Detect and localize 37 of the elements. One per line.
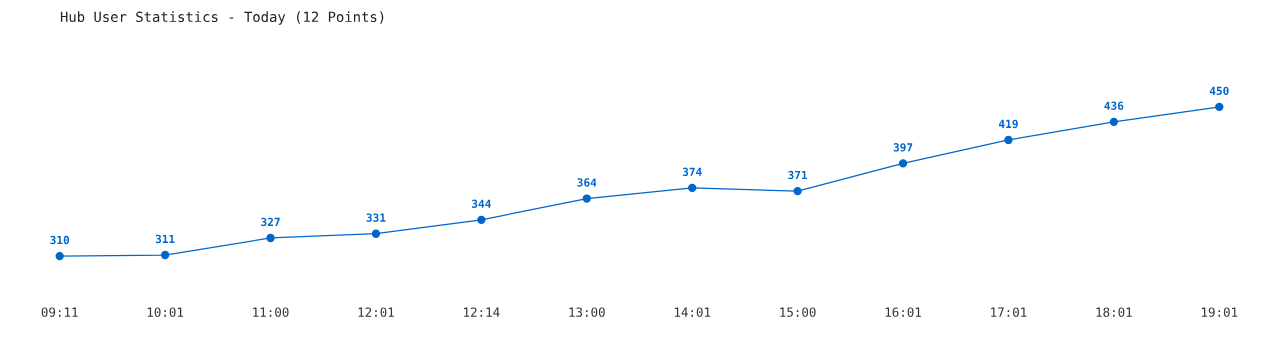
data-label: 374 — [682, 167, 702, 177]
x-tick-label: 18:01 — [1096, 307, 1132, 317]
data-label: 344 — [472, 199, 491, 208]
point — [1004, 135, 1013, 145]
data-label: 311 — [155, 234, 175, 244]
data-label: 450 — [1209, 86, 1229, 96]
x-tick-label: 13:00 — [569, 307, 605, 317]
point — [477, 215, 486, 225]
x-tick-label: 09:11 — [41, 307, 78, 317]
x-tick-label: 17:01 — [991, 307, 1027, 317]
x-tick-label: 12:01 — [358, 307, 394, 317]
data-label: 419 — [998, 119, 1018, 129]
x-tick-label: 16:01 — [885, 307, 922, 317]
data-label: 371 — [788, 170, 808, 180]
data-label: 331 — [366, 213, 386, 222]
data-label: 436 — [1104, 101, 1124, 110]
point — [160, 250, 170, 260]
x-tick-label: 10:01 — [147, 307, 184, 317]
data-label: 310 — [50, 235, 70, 245]
point — [688, 183, 697, 193]
x-tick-label: 15:00 — [780, 307, 816, 317]
data-label: 327 — [261, 217, 280, 227]
x-tick-label: 19:01 — [1201, 307, 1238, 317]
point — [793, 186, 802, 196]
point — [55, 251, 64, 261]
point — [266, 233, 275, 243]
data-label: 364 — [577, 178, 597, 187]
x-tick-label: 12:14 — [464, 307, 500, 317]
x-tick-label: 14:01 — [674, 307, 711, 317]
point — [582, 194, 591, 203]
point — [371, 229, 381, 238]
point — [1215, 102, 1224, 112]
data-label: 397 — [893, 143, 913, 152]
point — [1109, 117, 1119, 127]
point — [898, 159, 908, 168]
x-tick-label: 11:00 — [253, 307, 289, 317]
chart-title: Hub User Statistics - Today (12 Points) — [60, 11, 384, 25]
